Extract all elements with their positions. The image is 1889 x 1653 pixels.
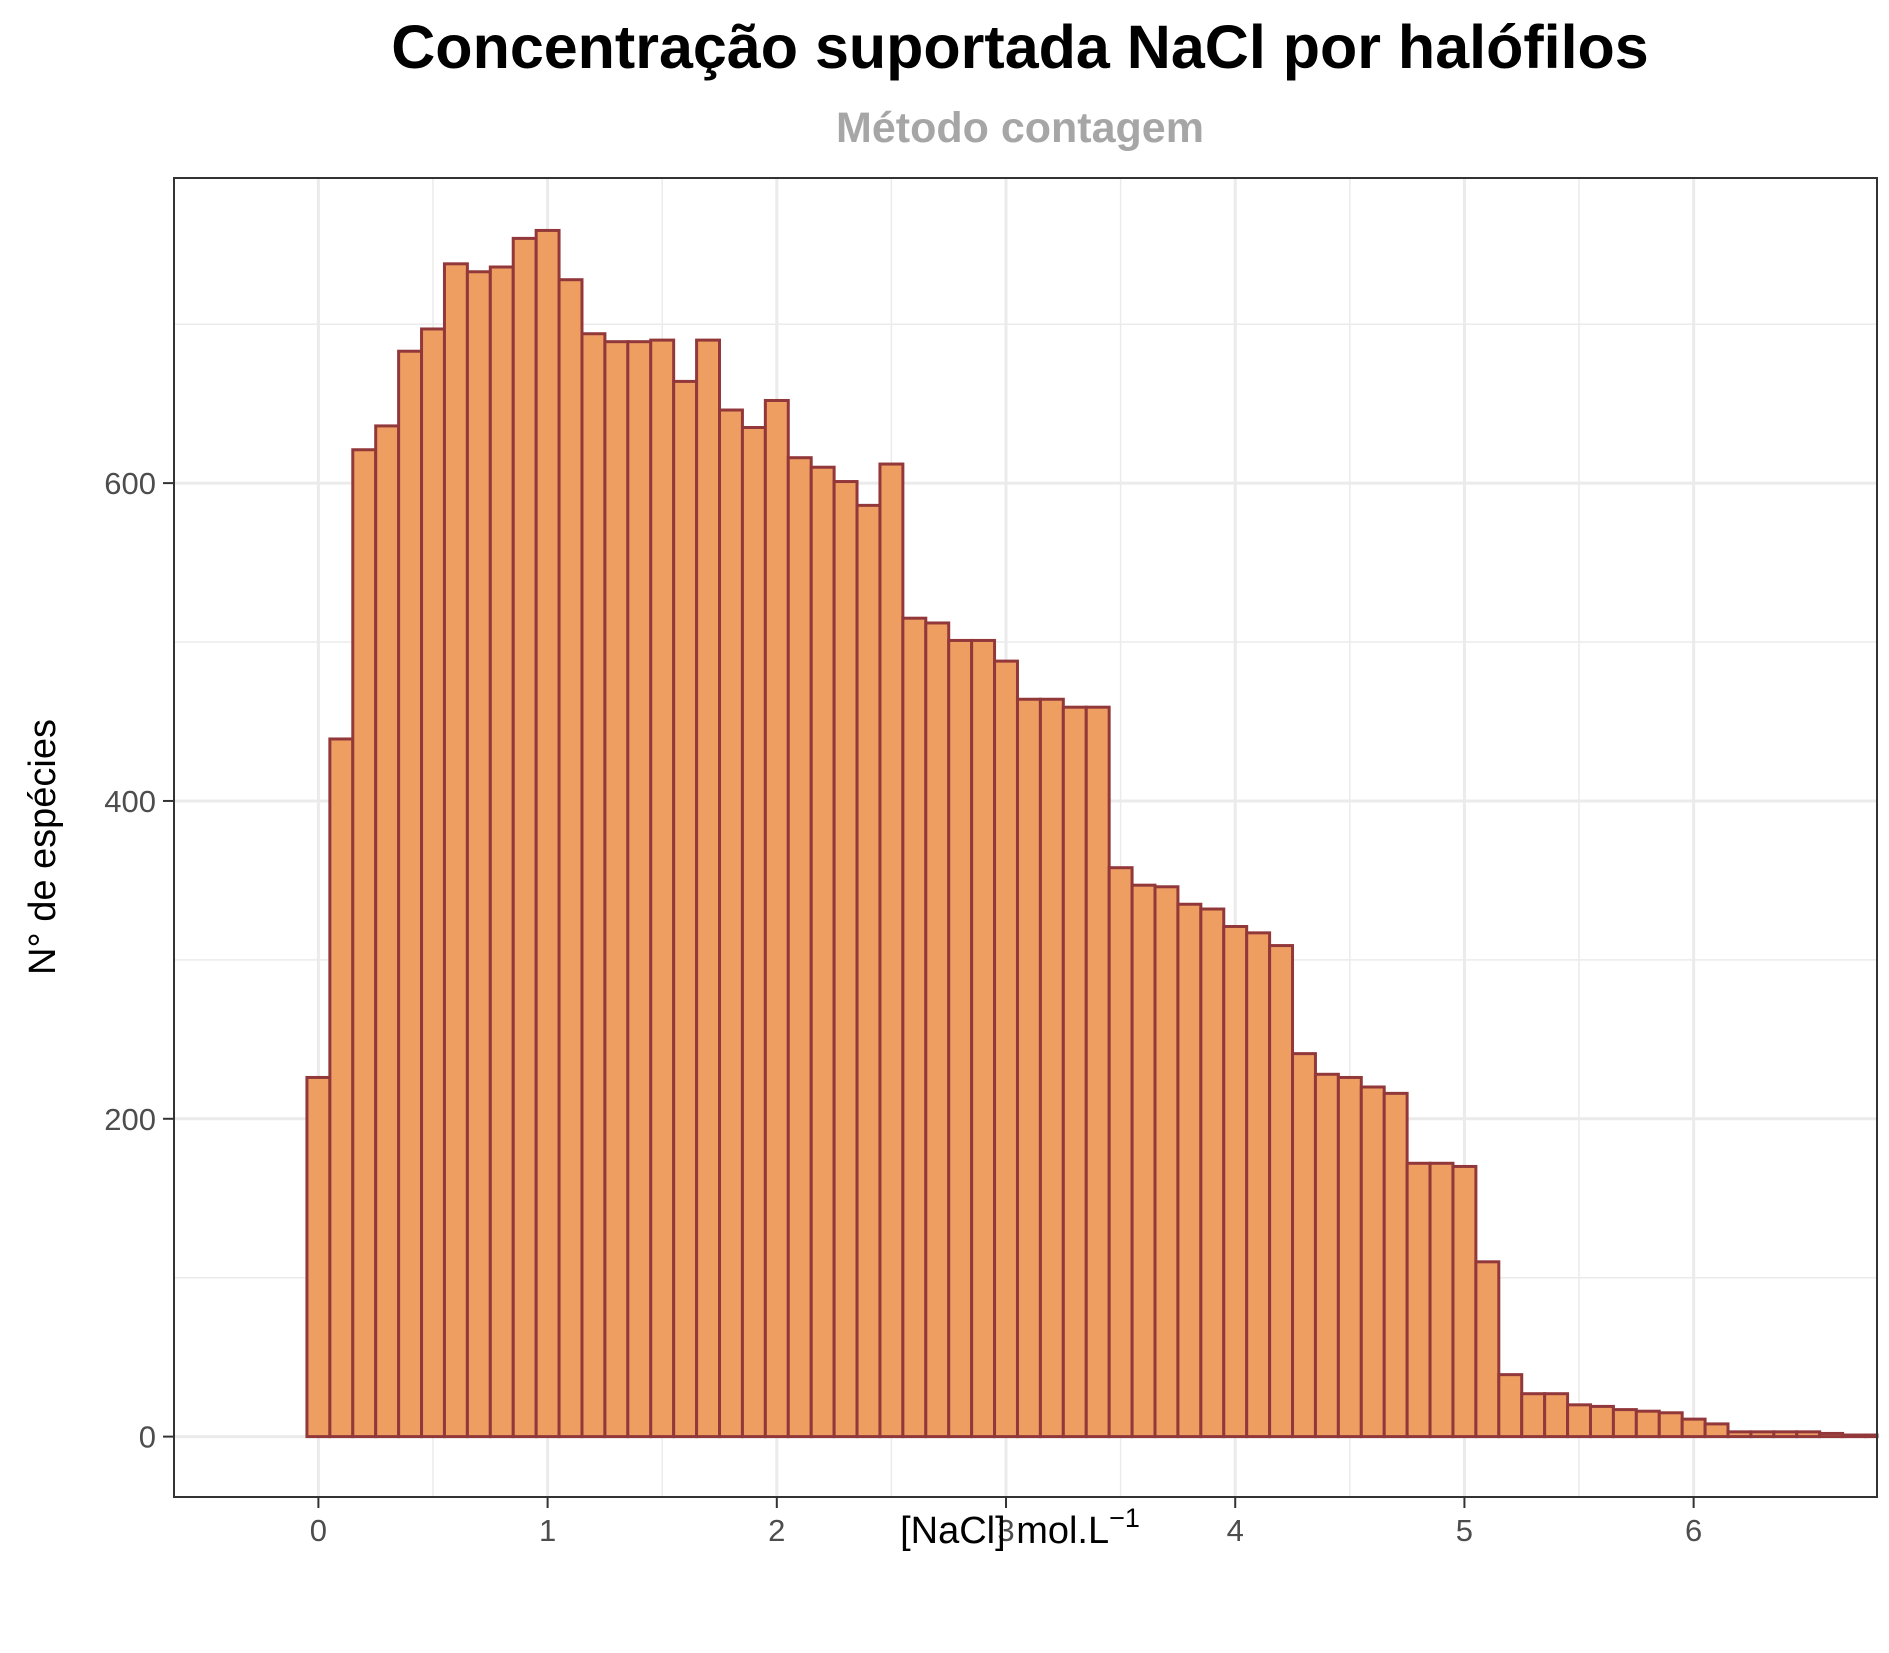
y-tick-label: 0	[139, 1420, 156, 1455]
histogram-bar	[1359, 1085, 1386, 1439]
x-axis-title-text: [NaCl] mol.L	[900, 1510, 1109, 1552]
x-tick-label: 0	[310, 1513, 327, 1548]
histogram-bar	[1703, 1422, 1730, 1439]
histogram-bar	[511, 236, 538, 1439]
histogram-bar	[1818, 1431, 1845, 1439]
histogram-bar	[809, 465, 836, 1439]
histogram-bar	[1841, 1433, 1868, 1439]
histogram-bar	[1199, 907, 1226, 1439]
histogram-bar	[442, 262, 469, 1439]
histogram-bar	[1268, 944, 1295, 1439]
histogram-bar	[1657, 1411, 1684, 1439]
y-tick-label: 200	[104, 1102, 156, 1137]
x-tick-label: 2	[768, 1513, 785, 1548]
y-axis-ticks: 0 200 400 600	[104, 466, 174, 1455]
histogram-bar	[1405, 1161, 1432, 1439]
x-tick-label: 6	[1685, 1513, 1702, 1548]
histogram-bar	[1543, 1392, 1570, 1439]
x-tick-label: 1	[539, 1513, 556, 1548]
histogram-bar	[1749, 1430, 1776, 1439]
x-tick-label: 3	[997, 1513, 1014, 1548]
histogram-bar	[1634, 1409, 1661, 1439]
histogram-bar	[878, 462, 905, 1439]
histogram-bar	[740, 425, 767, 1439]
histogram-bar	[534, 228, 561, 1439]
histogram-bar	[420, 327, 446, 1439]
histogram-bar	[1130, 883, 1157, 1439]
histogram-bar	[649, 338, 676, 1439]
histogram-bar	[1474, 1260, 1501, 1439]
histogram-bar	[993, 659, 1019, 1439]
histogram-bar	[718, 408, 744, 1439]
histogram-bar	[786, 456, 813, 1439]
histogram-bar	[1176, 902, 1203, 1439]
histogram-bar	[1451, 1164, 1478, 1439]
histogram-bar	[1864, 1433, 1879, 1439]
histogram-bar	[947, 638, 974, 1439]
histogram-bar	[351, 448, 378, 1439]
histogram-bar	[1107, 866, 1134, 1439]
histogram-bar	[1566, 1403, 1592, 1439]
histogram-bar	[305, 1075, 332, 1439]
histogram-bar	[1313, 1072, 1340, 1439]
chart-subtitle: Método contagem	[836, 104, 1204, 152]
histogram-bar	[1428, 1161, 1455, 1439]
histogram-bar	[603, 340, 630, 1439]
histogram-bar	[1588, 1404, 1615, 1439]
histogram-bars	[305, 228, 1879, 1439]
histogram-bar	[374, 424, 401, 1439]
chart-title: Concentração suportada NaCl por halófilo…	[391, 13, 1648, 81]
panel-border	[173, 177, 1878, 1498]
histogram-bar	[626, 340, 653, 1439]
histogram-bar	[1382, 1091, 1409, 1439]
x-tick-label: 4	[1227, 1513, 1244, 1548]
histogram-bar	[1153, 885, 1180, 1439]
histogram-bar	[328, 737, 355, 1439]
y-axis-title: N° de espécies	[22, 719, 64, 975]
histogram-bar	[832, 480, 859, 1439]
histogram-bar	[580, 332, 607, 1439]
histogram-bar	[1061, 705, 1088, 1439]
y-tick-label: 600	[104, 466, 156, 501]
histogram-bar	[397, 349, 424, 1439]
histogram-bar	[763, 398, 790, 1439]
histogram-bar	[1222, 924, 1249, 1439]
histogram-bar	[1611, 1408, 1638, 1439]
histogram-bar	[1245, 931, 1272, 1439]
histogram-bar	[1520, 1392, 1547, 1439]
histogram-bar	[1497, 1373, 1524, 1439]
histogram-bar	[488, 265, 515, 1439]
histogram-bar	[1726, 1430, 1753, 1439]
histogram-bar	[1291, 1052, 1317, 1439]
histogram-bar	[924, 621, 951, 1439]
x-tick-label: 5	[1456, 1513, 1473, 1548]
histogram-bar	[1015, 697, 1042, 1439]
histogram-bar	[1772, 1430, 1799, 1439]
histogram-bar	[1038, 697, 1065, 1439]
histogram-bar	[465, 270, 492, 1439]
histogram-bar	[695, 338, 722, 1439]
x-axis-ticks: 0 1 2 3 4 5 6	[310, 1497, 1702, 1548]
histogram-bar	[1084, 705, 1111, 1439]
histogram-bar	[672, 379, 699, 1439]
x-axis-title-superscript: −1	[1109, 1503, 1140, 1533]
histogram-bar	[901, 616, 928, 1439]
histogram-bar	[970, 638, 997, 1439]
x-axis-title: [NaCl] mol.L−1	[900, 1503, 1140, 1552]
histogram-bar	[557, 278, 584, 1439]
y-tick-label: 400	[104, 784, 156, 819]
histogram-bar	[855, 503, 882, 1439]
histogram-bar	[1680, 1417, 1707, 1439]
histogram-bar	[1795, 1430, 1822, 1439]
histogram-bar	[1336, 1075, 1363, 1439]
